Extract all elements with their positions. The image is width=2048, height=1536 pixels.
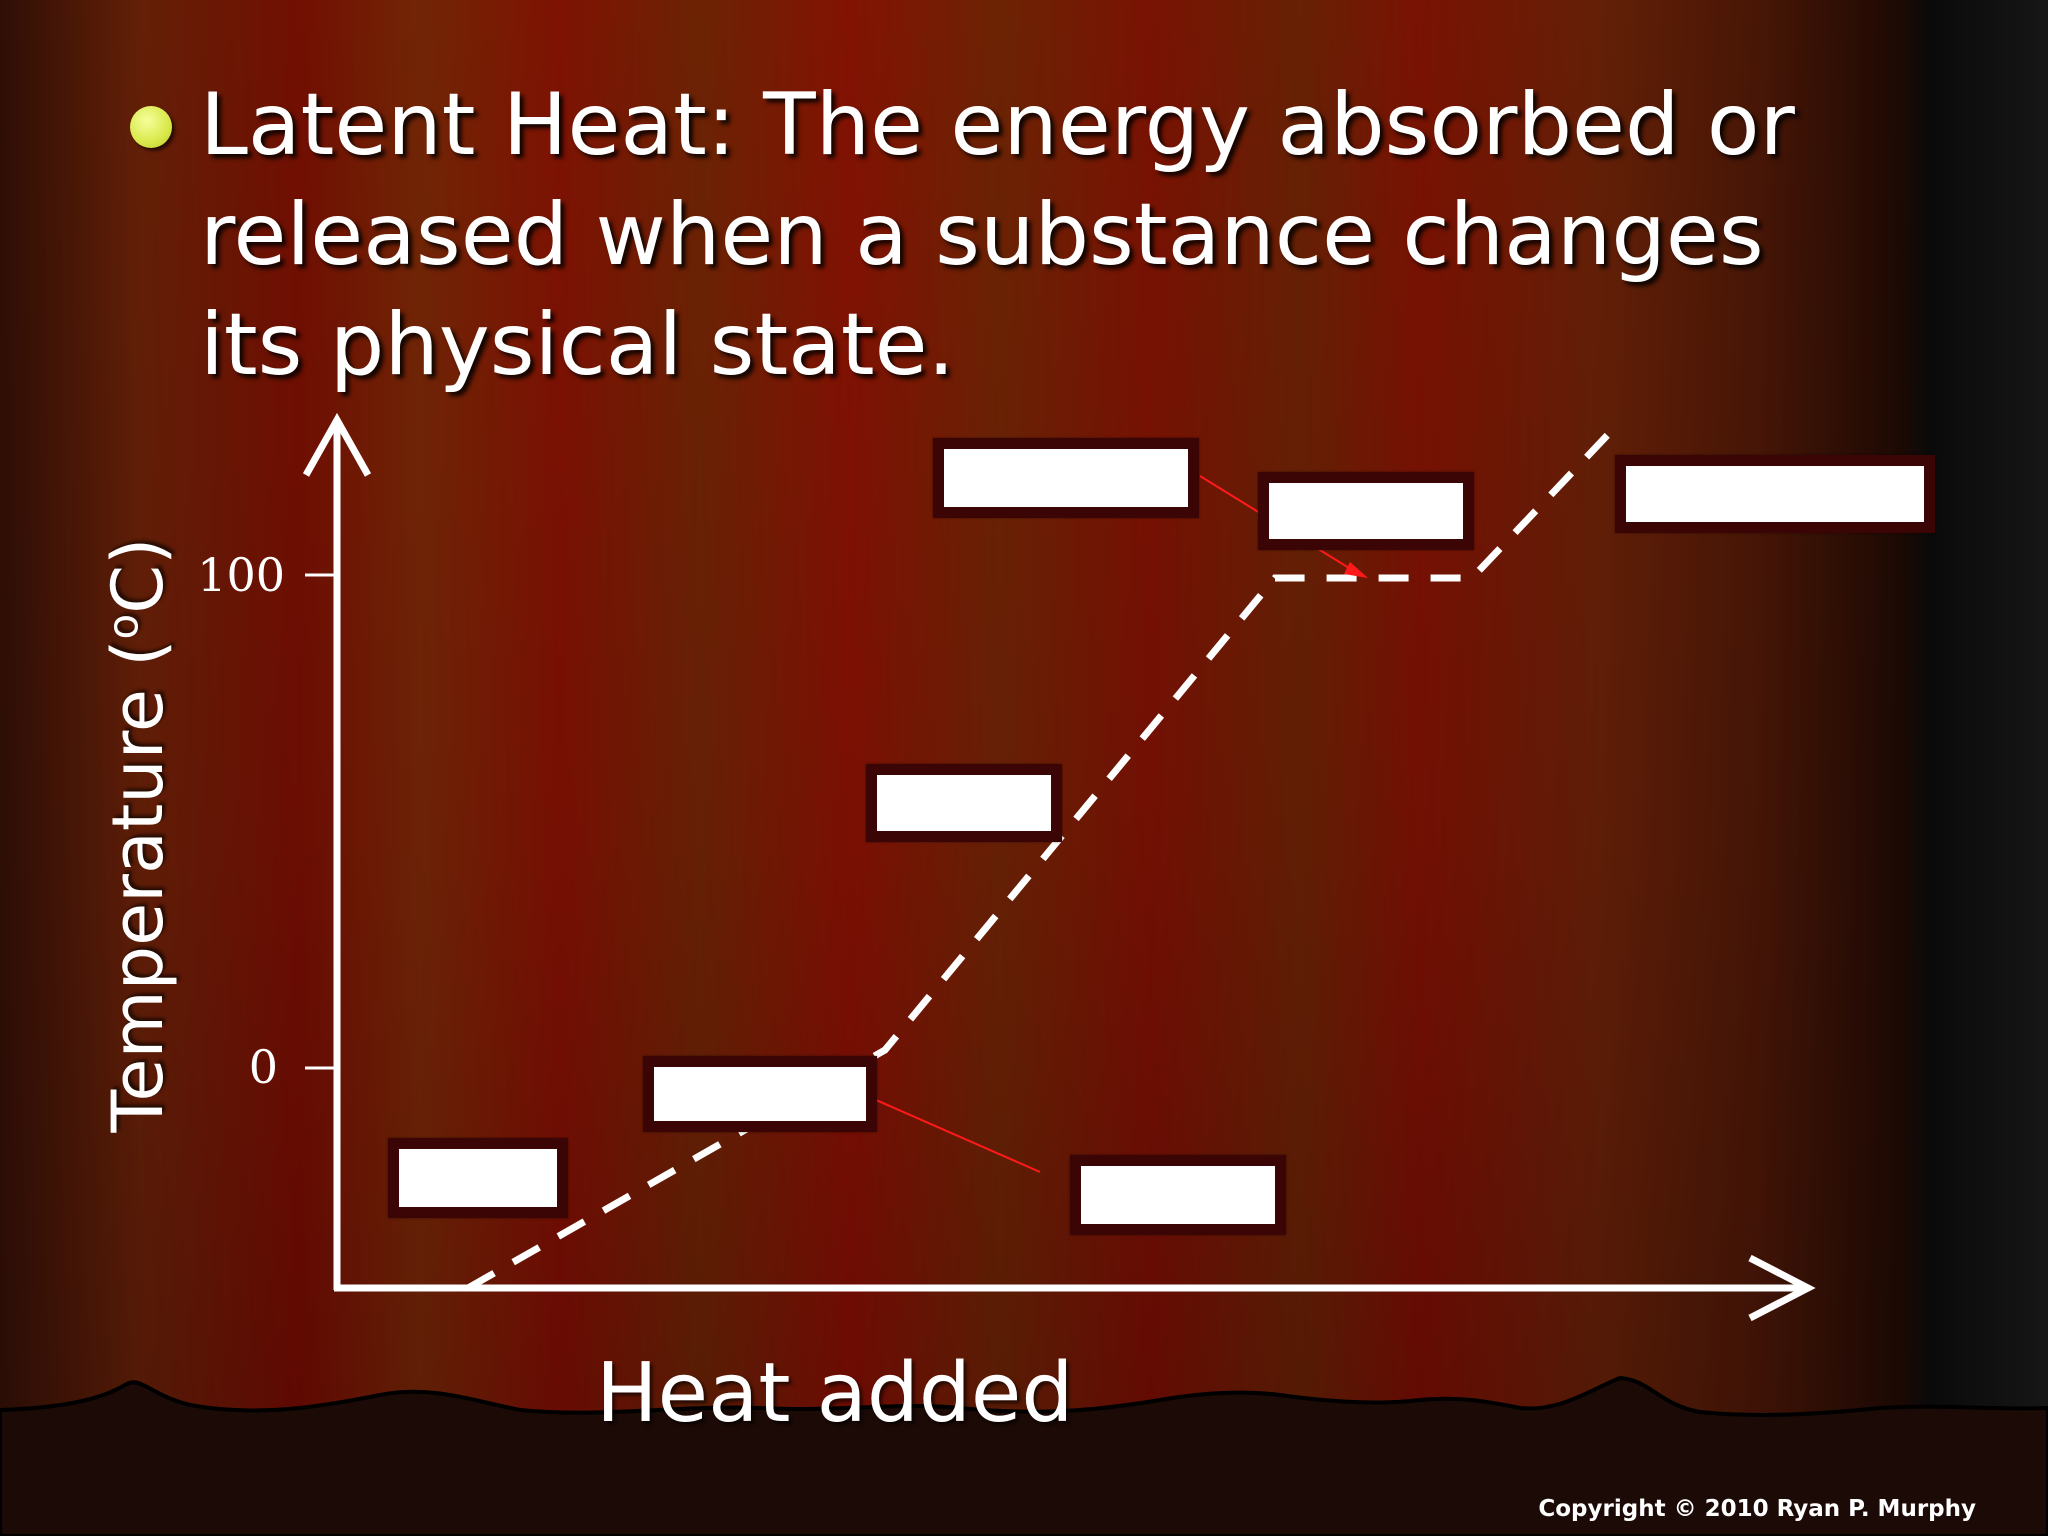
- y-axis-arrowhead: [302, 412, 372, 477]
- pointer-line-lower: [875, 1099, 1041, 1173]
- blank-label-box: [643, 1056, 877, 1132]
- bullet-text: Latent Heat: The energy absorbed or rele…: [200, 75, 1795, 395]
- blank-label-box: [1258, 472, 1474, 550]
- blank-label-box: [1615, 455, 1935, 533]
- blank-label-box: [388, 1138, 568, 1218]
- terrain-silhouette: [0, 1375, 2048, 1536]
- pointer-arrowhead: [1344, 562, 1368, 578]
- blank-label-box: [1070, 1155, 1286, 1235]
- heating-curve-line: [466, 421, 1621, 1292]
- blank-label-box: [866, 764, 1062, 842]
- blank-label-box: [933, 438, 1199, 518]
- y-tick-label-0: 0: [248, 1040, 278, 1094]
- y-tick-label-100: 100: [197, 548, 285, 602]
- copyright-notice: Copyright © 2010 Ryan P. Murphy: [1538, 1496, 1976, 1522]
- x-axis-title: Heat added: [596, 1346, 1074, 1441]
- bullet-dot-icon: [130, 106, 172, 148]
- x-axis-arrowhead: [1748, 1254, 1816, 1322]
